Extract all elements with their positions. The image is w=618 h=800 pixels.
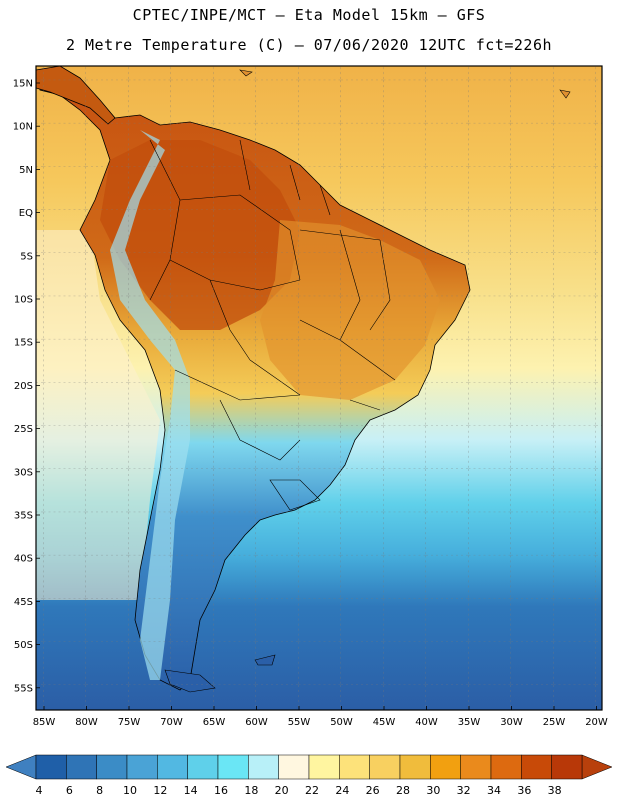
lat-label: 5N (19, 165, 33, 176)
colorbar-swatch (308, 754, 340, 780)
latitude-axis: 15N 10N 5N EQ 5S 10S 15S 20S 25S 30S 35S 40S 45S 50S 5… (13, 79, 40, 694)
lat-label: 10N (13, 122, 33, 133)
lon-label: 70W (160, 717, 183, 728)
colorbar: 4 6 8 10 12 14 16 18 20 22 24 26 28 30 32 34 36 38 (5, 754, 613, 797)
lon-label: 30W (500, 717, 523, 728)
lat-label: 45S (14, 597, 33, 608)
colorbar-label: 14 (184, 784, 198, 797)
lat-label: 40S (14, 554, 33, 565)
colorbar-low-arrow (5, 754, 37, 780)
colorbar-swatch (248, 754, 279, 780)
colorbar-swatch (96, 754, 128, 780)
colorbar-label: 24 (335, 784, 349, 797)
colorbar-label: 6 (66, 784, 73, 797)
lon-label: 75W (118, 717, 141, 728)
lat-label: 10S (14, 295, 33, 306)
colorbar-swatch (460, 754, 492, 780)
lon-label: 20W (585, 717, 608, 728)
lat-label: 30S (14, 467, 33, 478)
colorbar-swatch (339, 754, 370, 780)
lon-label: 35W (458, 717, 481, 728)
lon-label: 55W (288, 717, 311, 728)
colorbar-swatch (278, 754, 310, 780)
lat-label: 35S (14, 511, 33, 522)
lon-label: 60W (245, 717, 268, 728)
lat-label: 15S (14, 338, 33, 349)
colorbar-swatch (399, 754, 431, 780)
colorbar-label: 20 (275, 784, 289, 797)
lon-label: 65W (203, 717, 226, 728)
colorbar-label: 4 (36, 784, 43, 797)
colorbar-label: 26 (366, 784, 380, 797)
colorbar-swatch (35, 754, 67, 780)
colorbar-label: 36 (517, 784, 531, 797)
lat-label: 55S (14, 683, 33, 694)
lat-label: 5S (20, 251, 33, 262)
colorbar-swatch (157, 754, 188, 780)
lon-label: 40W (415, 717, 438, 728)
colorbar-label: 12 (153, 784, 167, 797)
colorbar-label: 30 (426, 784, 440, 797)
map-area (35, 65, 603, 711)
lat-label: EQ (19, 208, 33, 219)
colorbar-swatch (369, 754, 401, 780)
colorbar-label: 10 (123, 784, 137, 797)
lat-label: 50S (14, 640, 33, 651)
lon-label: 45W (373, 717, 396, 728)
colorbar-label: 16 (214, 784, 228, 797)
map-frame (35, 65, 603, 711)
colorbar-label: 18 (244, 784, 258, 797)
colorbar-swatch (551, 754, 583, 780)
lon-label: 50W (330, 717, 353, 728)
colorbar-swatch (430, 754, 461, 780)
colorbar-swatch (66, 754, 97, 780)
lat-label: 25S (14, 424, 33, 435)
colorbar-swatch (521, 754, 552, 780)
colorbar-label: 38 (548, 784, 562, 797)
lat-label: 15N (13, 79, 33, 90)
lon-label: 85W (33, 717, 56, 728)
colorbar-label: 8 (96, 784, 103, 797)
colorbar-swatch (126, 754, 158, 780)
longitude-axis: 85W 80W 75W 70W 65W 60W 55W 50W 45W 40W 35W 30W 25W 2… (33, 706, 608, 728)
colorbar-label: 28 (396, 784, 410, 797)
colorbar-swatch (217, 754, 249, 780)
title-line-1: CPTEC/INPE/MCT – Eta Model 15km – GFS (132, 6, 486, 24)
colorbar-swatch (187, 754, 219, 780)
colorbar-label: 32 (457, 784, 471, 797)
colorbar-swatch (490, 754, 522, 780)
lat-lon-grid (36, 66, 602, 710)
colorbar-label: 34 (487, 784, 501, 797)
title-line-2: 2 Metre Temperature (C) – 07/06/2020 12U… (65, 36, 553, 54)
lon-label: 80W (75, 717, 98, 728)
colorbar-high-arrow (581, 754, 613, 780)
colorbar-label: 22 (305, 784, 319, 797)
lon-label: 25W (543, 717, 566, 728)
lat-label: 20S (14, 381, 33, 392)
